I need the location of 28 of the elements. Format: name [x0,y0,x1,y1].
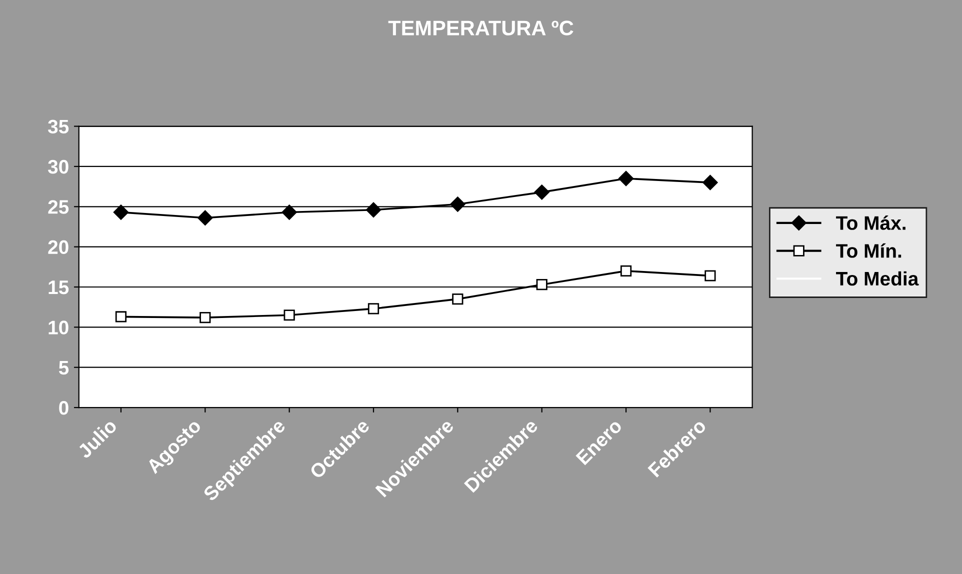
point [702,174,718,190]
point [115,311,127,322]
chart-title: TEMPERATURA ºC [388,20,574,36]
legend-label: To Media [836,271,919,286]
y-tick-label: 35 [48,120,69,134]
point [704,270,716,282]
point [113,204,129,220]
legend-label: To Máx. [836,215,906,230]
point [618,170,634,186]
point [284,310,295,321]
point [282,204,297,220]
point [534,184,550,200]
y-tick-label: 10 [48,320,68,334]
point [368,303,380,314]
legend-label: To Mín. [836,243,902,258]
point [452,294,464,305]
point [198,210,213,226]
point [536,279,548,290]
point [200,312,211,324]
point [450,196,466,212]
y-tick-label: 5 [58,361,69,375]
point [366,202,382,218]
point [620,265,632,276]
y-tick-label: 20 [48,240,68,254]
y-tick-label: 30 [48,160,68,174]
y-tick-label: 0 [59,401,68,415]
y-tick-label: 25 [48,200,69,214]
y-tick-label: 15 [48,280,69,294]
